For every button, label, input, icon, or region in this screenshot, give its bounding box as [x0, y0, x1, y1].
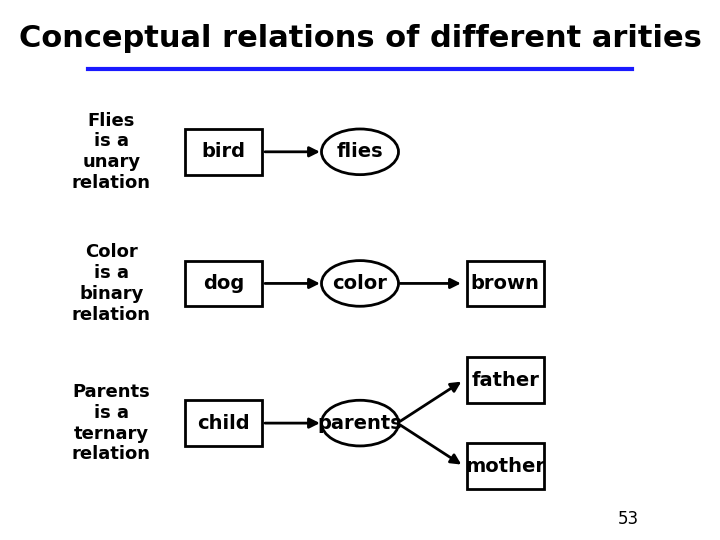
FancyBboxPatch shape	[185, 400, 262, 446]
Text: dog: dog	[203, 274, 244, 293]
Text: parents: parents	[318, 414, 402, 433]
Text: Conceptual relations of different arities: Conceptual relations of different aritie…	[19, 24, 701, 53]
Text: child: child	[197, 414, 250, 433]
Text: bird: bird	[202, 143, 246, 161]
Text: mother: mother	[465, 457, 545, 476]
Text: color: color	[333, 274, 387, 293]
Text: 53: 53	[617, 510, 639, 528]
FancyBboxPatch shape	[467, 443, 544, 489]
Text: Color
is a
binary
relation: Color is a binary relation	[72, 243, 150, 323]
Text: Flies
is a
unary
relation: Flies is a unary relation	[72, 112, 150, 192]
Ellipse shape	[322, 261, 398, 306]
Ellipse shape	[322, 129, 398, 174]
FancyBboxPatch shape	[467, 261, 544, 306]
FancyBboxPatch shape	[185, 261, 262, 306]
FancyBboxPatch shape	[185, 129, 262, 174]
Text: Parents
is a
ternary
relation: Parents is a ternary relation	[72, 383, 150, 463]
Text: father: father	[471, 370, 539, 390]
FancyBboxPatch shape	[467, 357, 544, 403]
Ellipse shape	[322, 400, 398, 446]
Text: flies: flies	[337, 143, 383, 161]
Text: brown: brown	[471, 274, 539, 293]
